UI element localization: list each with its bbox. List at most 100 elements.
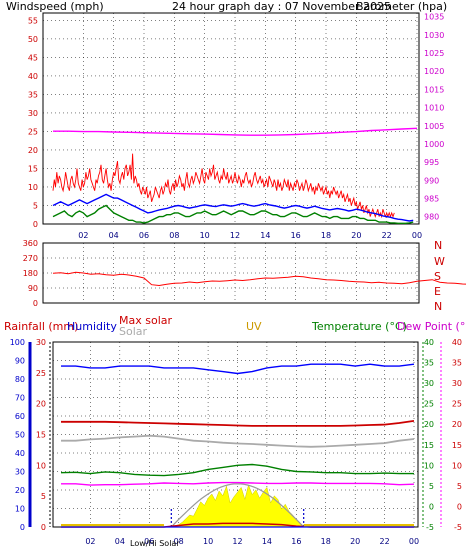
windspeed-tick-label: 55 <box>28 16 38 25</box>
wind-hour-tick-label: 18 <box>321 231 331 240</box>
multi-series <box>60 363 415 528</box>
temperature-label: Temperature (°C) <box>311 320 407 333</box>
rain-tick-label: 25 <box>36 369 46 378</box>
rain-tick-label: 20 <box>36 400 46 409</box>
direction-grid <box>43 242 419 304</box>
humidity-tick-label: 50 <box>15 431 25 440</box>
wind-hour-tick-label: 22 <box>382 231 392 240</box>
wind-low-line <box>52 204 414 224</box>
multi-hour-tick-label: 08 <box>174 537 184 546</box>
wind-panel-frame <box>42 12 420 225</box>
gust-line <box>52 153 395 219</box>
barometer-tick-label: 980 <box>424 213 439 222</box>
windspeed-tick-label: 35 <box>28 90 38 99</box>
humidity-tick-label: 80 <box>15 375 25 384</box>
temperature-tick-label: 10 <box>424 461 434 470</box>
humidity-tick-label: 40 <box>15 449 25 458</box>
temperature-tick-label: -5 <box>426 523 434 532</box>
windspeed-tick-label: 20 <box>28 146 38 155</box>
direction-tick-label: 180 <box>23 269 38 278</box>
multi-hour-tick-label: 02 <box>85 537 95 546</box>
wind-hour-tick-label: 00 <box>412 231 422 240</box>
wind-direction-panel: 0 90 180 270 360 N W S E N <box>23 239 466 313</box>
barometer-tick-label: 1005 <box>424 122 444 131</box>
wind-series <box>52 127 418 224</box>
barometer-tick-label: 1020 <box>424 67 444 76</box>
wind-hour-tick-label: 14 <box>260 231 270 240</box>
rain-tick-label: 5 <box>41 492 46 501</box>
wind-hour-tick-labels: 02 04 06 08 10 12 14 16 18 20 22 00 <box>78 231 422 240</box>
multi-hour-tick-label: 12 <box>232 537 242 546</box>
uv-baseline-right <box>303 524 414 527</box>
barometer-axis-label: Barometer (hpa) <box>356 0 447 13</box>
dew-point-tick-label: -5 <box>454 523 462 532</box>
direction-tick-label: 0 <box>33 299 38 308</box>
dew-point-tick-label: 10 <box>452 461 462 470</box>
max-solar-curve <box>170 483 305 528</box>
temperature-tick-label: 15 <box>424 441 434 450</box>
direction-tick-labels: 0 90 180 270 360 <box>23 239 38 308</box>
multi-hour-tick-label: 18 <box>321 537 331 546</box>
humidity-tick-label: 60 <box>15 412 25 421</box>
barometer-tick-label: 1010 <box>424 104 444 113</box>
uv-baseline-left <box>61 524 164 527</box>
rain-tick-label: 10 <box>36 461 46 470</box>
windspeed-tick-label: 0 <box>33 220 38 229</box>
windspeed-tick-label: 30 <box>28 109 38 118</box>
rain-tick-label: 0 <box>41 523 46 532</box>
dew-point-tick-label: 15 <box>452 441 462 450</box>
humidity-tick-label: 70 <box>15 394 25 403</box>
humidity-tick-label: 20 <box>15 486 25 495</box>
humidity-label: Humidity <box>67 320 117 333</box>
direction-series <box>52 271 466 287</box>
solar-area <box>61 484 414 528</box>
compass-s: S <box>434 270 441 283</box>
wind-panel-grid <box>43 13 419 225</box>
max-solar-label: Max solar <box>119 314 172 327</box>
compass-w: W <box>434 255 445 268</box>
windspeed-tick-labels: 0 5 10 15 20 25 30 35 40 45 50 55 <box>28 16 38 229</box>
multi-hour-tick-label: 22 <box>379 537 389 546</box>
max-solar-line <box>61 420 415 427</box>
compass-e: E <box>434 285 441 298</box>
multi-hour-tick-label: 00 <box>409 537 419 546</box>
wind-hour-tick-label: 08 <box>169 231 179 240</box>
compass-n-bottom: N <box>434 300 442 313</box>
direction-tick-label: 270 <box>23 254 38 263</box>
solar-label: Solar <box>119 325 148 338</box>
humidity-tick-label: 30 <box>15 468 25 477</box>
wind-hour-tick-label: 10 <box>200 231 210 240</box>
temperature-tick-label: 30 <box>424 379 434 388</box>
humidity-tick-label: 0 <box>20 523 25 532</box>
uv-label: UV <box>246 320 262 333</box>
wind-hour-tick-label: 04 <box>109 231 119 240</box>
direction-tick-label: 360 <box>23 239 38 248</box>
rain-tick-label: 30 <box>36 338 46 347</box>
barometer-tick-label: 1015 <box>424 85 444 94</box>
temperature-tick-label: 0 <box>429 502 434 511</box>
humidity-tick-label: 100 <box>10 338 25 347</box>
windspeed-tick-label: 40 <box>28 72 38 81</box>
rain-label: Rainfall (mm) <box>4 320 78 333</box>
multi-hour-tick-label: 10 <box>203 537 213 546</box>
humidity-tick-label: 90 <box>15 357 25 366</box>
wind-average-line <box>52 193 414 222</box>
wind-hour-tick-label: 12 <box>230 231 240 240</box>
barometer-tick-label: 1030 <box>424 31 444 40</box>
windspeed-tick-label: 5 <box>33 201 38 210</box>
direction-tick-label: 90 <box>28 284 38 293</box>
dew-point-tick-label: 40 <box>452 338 462 347</box>
wind-hour-tick-label: 16 <box>291 231 301 240</box>
temperature-tick-label: 25 <box>424 400 434 409</box>
multi-hour-tick-label: 06 <box>144 537 154 546</box>
dew-point-tick-label: 5 <box>457 482 462 491</box>
windspeed-tick-label: 45 <box>28 53 38 62</box>
humidity-line <box>61 363 415 375</box>
barometer-tick-label: 1000 <box>424 140 444 149</box>
temperature-tick-label: 40 <box>424 338 434 347</box>
barometer-line <box>53 127 418 136</box>
solar-band-line <box>61 434 415 448</box>
